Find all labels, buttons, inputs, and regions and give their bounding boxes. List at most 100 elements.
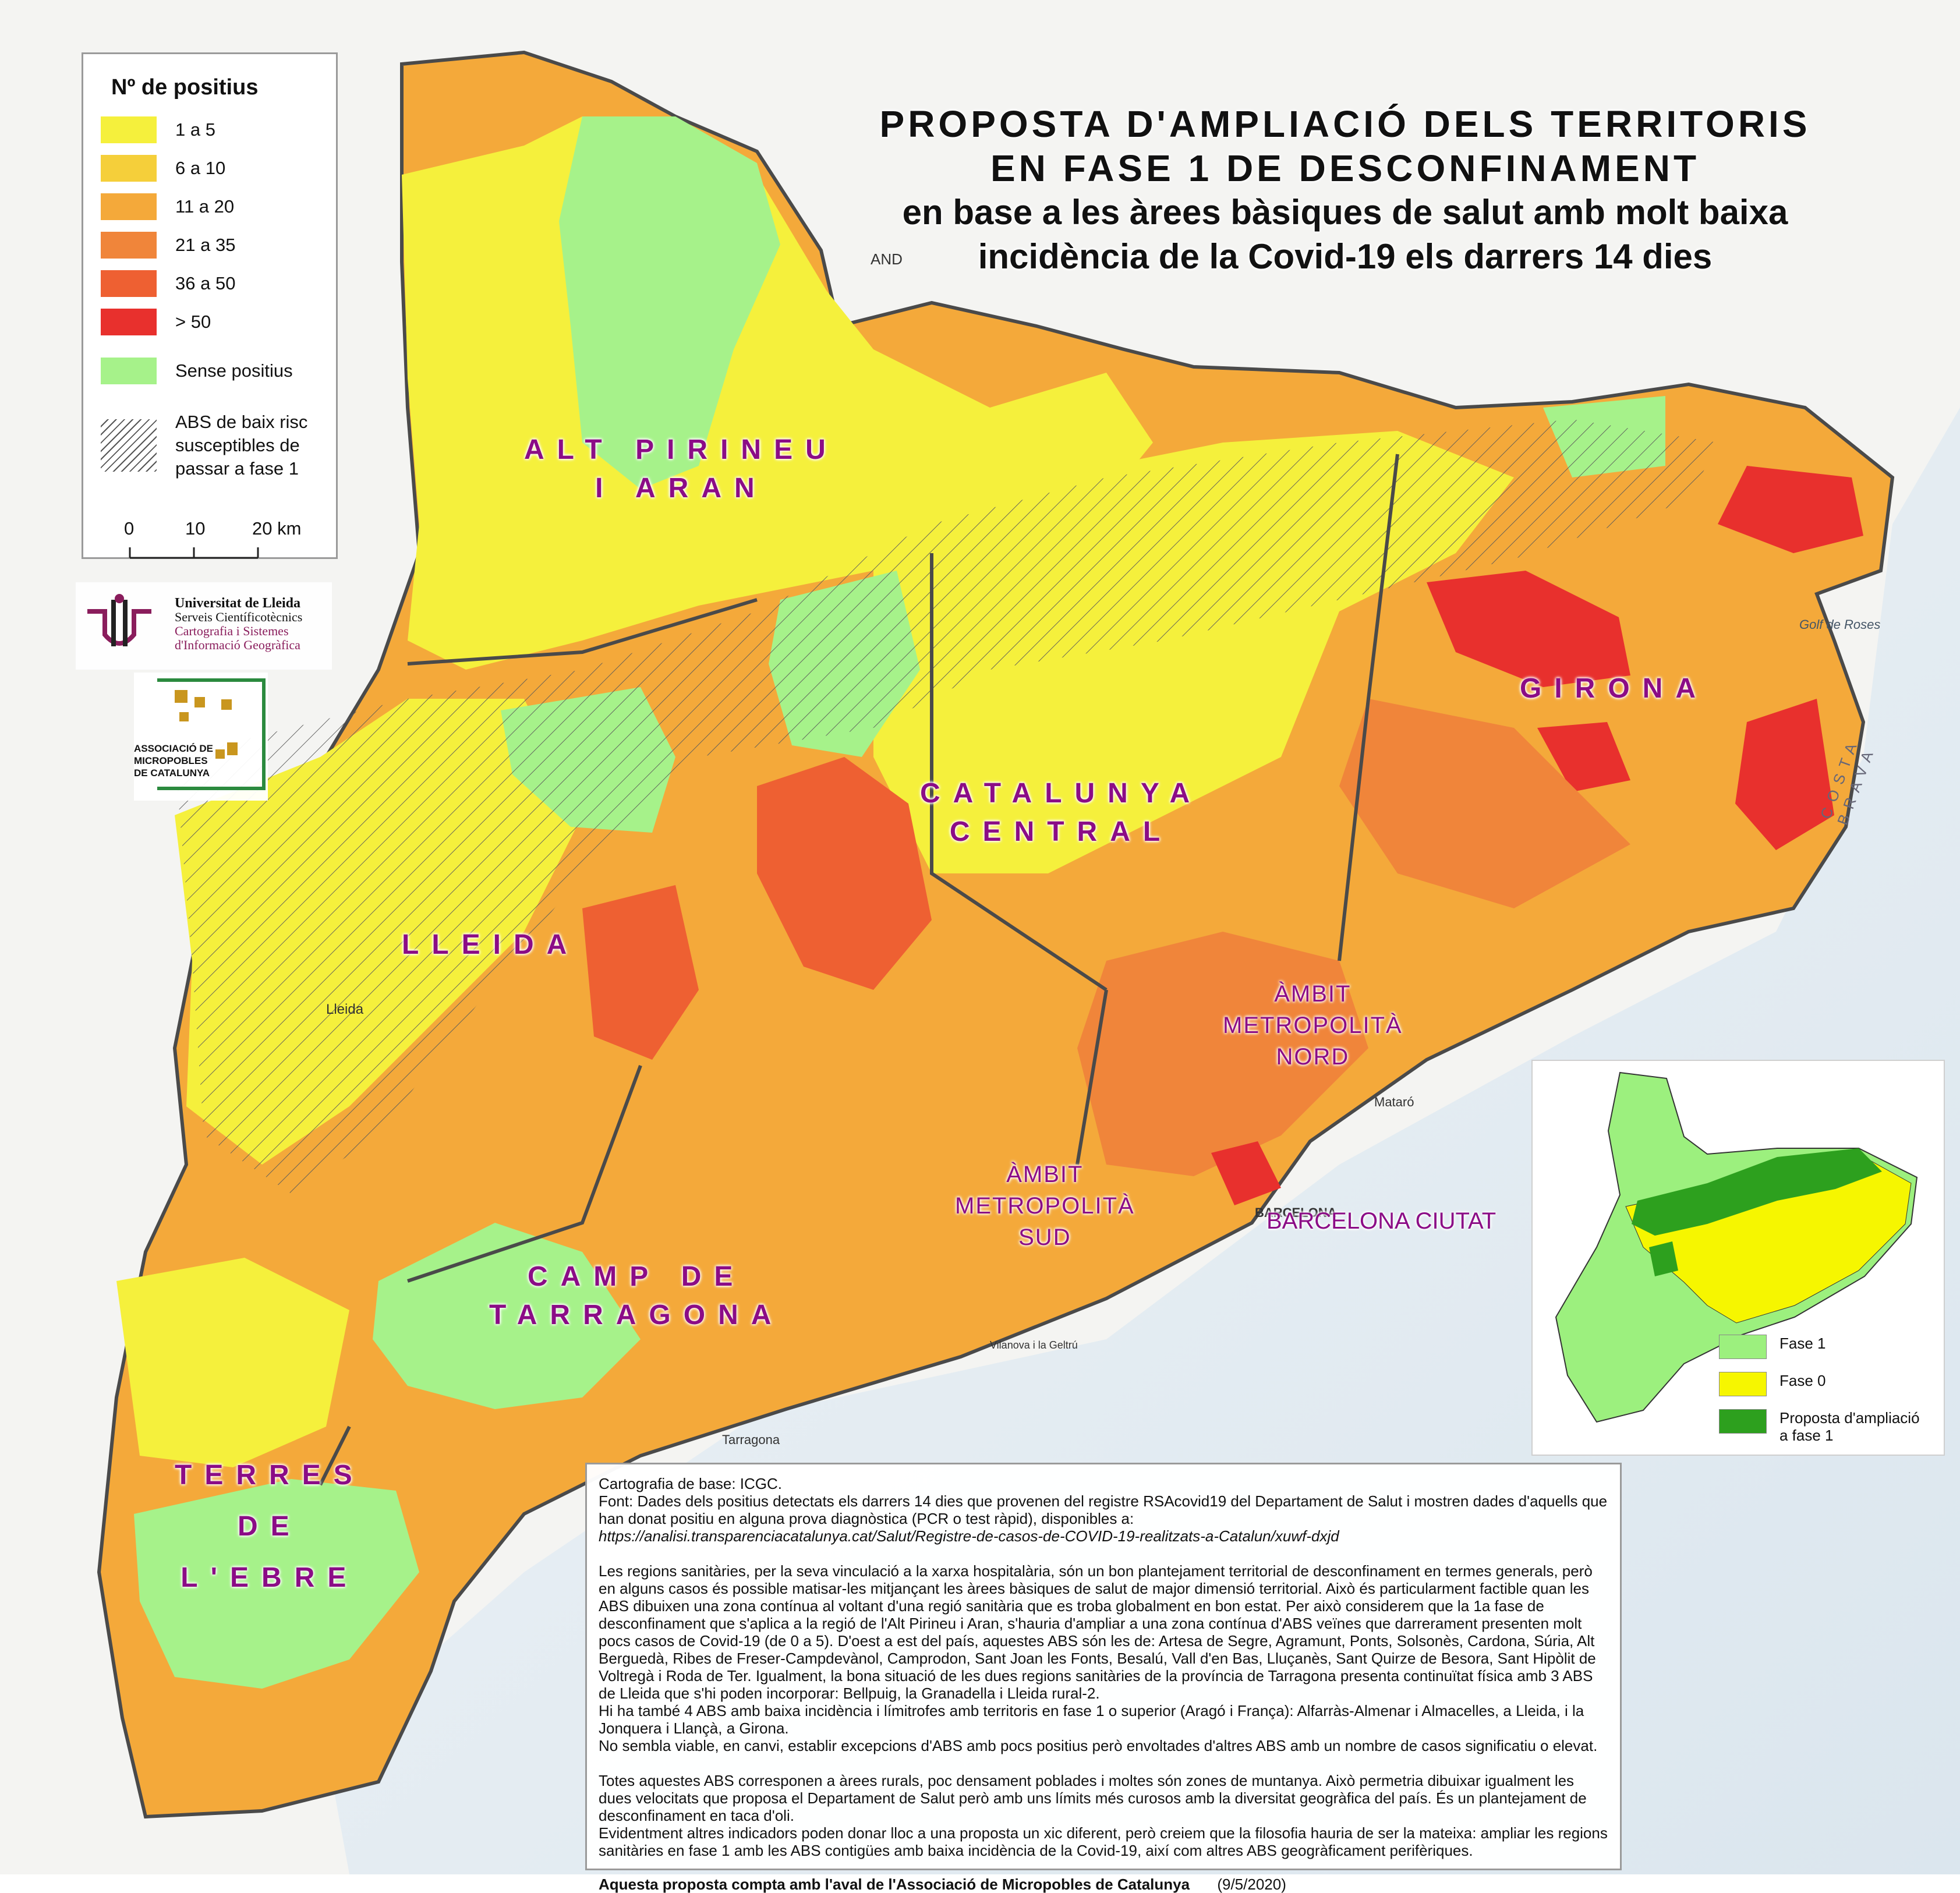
hatch-label: ABS de baix risc susceptibles de passar … (175, 411, 307, 480)
hatch-label-line-3: passar a fase 1 (175, 458, 299, 479)
inset-legend-label: Fase 0 (1779, 1372, 1826, 1389)
university-dept-1: Cartografia i Sistemes (175, 624, 289, 638)
micropobles-logo-frame (157, 678, 266, 790)
scale-bar (129, 547, 259, 559)
inset-phase-map: Fase 1 Fase 0 Proposta d'ampliació a fase … (1531, 1060, 1945, 1456)
region-label-lleida: LLEIDA (402, 929, 580, 960)
micropobles-line-1: ASSOCIACIÓ DE (134, 743, 214, 754)
notes-basemap: Cartografia de base: ICGC. (599, 1475, 783, 1492)
university-logo-block: Universitat de Lleida Serveis Científico… (76, 582, 332, 670)
zone-girona-red-4 (1735, 699, 1834, 850)
micropobles-line-3: DE CATALUNYA (134, 767, 210, 779)
micropobles-line-2: MICROPOBLES (134, 755, 208, 766)
inset-legend-label: Proposta d'ampliació a fase 1 (1779, 1409, 1920, 1444)
region-label-metro-sud: ÀMBIT METROPOLITÀ SUD (955, 1162, 1135, 1250)
zone-girona-red-1 (1427, 571, 1630, 687)
region-label-camp-tarragona: CAMP DE TARRAGONA (489, 1261, 784, 1331)
legend-label: Sense positius (175, 360, 293, 381)
zone-metro (1077, 932, 1368, 1176)
region-label-alt-pirineu: ALT PIRINEU I ARAN (524, 434, 839, 504)
place-golf-roses: Golf de Roses (1799, 617, 1881, 632)
legend-swatch (101, 358, 157, 384)
inset-legend-swatch (1719, 1409, 1767, 1434)
zone-ebre-yellow (116, 1258, 349, 1467)
legend-item: 1 a 5 (101, 111, 319, 149)
inset-legend-swatch (1719, 1372, 1767, 1396)
zone-barcelona-red (1211, 1141, 1281, 1205)
micropobles-logo-houses (175, 690, 238, 759)
legend-heading: Nº de positius (111, 75, 259, 100)
notes-source-url[interactable]: https://analisi.transparenciacatalunya.c… (599, 1527, 1339, 1545)
region-label-terres-ebre: TERRES DE L'EBRE (175, 1460, 365, 1593)
hatch-swatch (101, 419, 157, 472)
zone-green-aran (559, 116, 780, 489)
legend-swatch (101, 309, 157, 335)
legend-label: 21 a 35 (175, 235, 236, 255)
micropobles-text: ASSOCIACIÓ DE MICROPOBLES DE CATALUNYA (134, 742, 221, 779)
university-dept-2: d'Informació Geogràfica (175, 638, 300, 652)
legend-swatch (101, 193, 157, 220)
university-text: Universitat de Lleida Serveis Científico… (175, 596, 302, 652)
notes-gap-2 (599, 1754, 1608, 1772)
place-lleida: Lleida (326, 1002, 364, 1017)
hatched-low-risk-band (175, 419, 1718, 1194)
place-mataro: Mataró (1374, 1095, 1414, 1109)
university-name: Universitat de Lleida (175, 596, 300, 611)
notes-endorsement: Aquesta proposta compta amb l'aval de l'… (599, 1876, 1190, 1893)
legend-label: 6 a 10 (175, 158, 226, 178)
legend-items: 1 a 5 6 a 10 11 a 20 21 a 35 36 a 50 > 50 Sens… (101, 111, 319, 390)
micropobles-logo-block: ASSOCIACIÓ DE MICROPOBLES DE CATALUNYA (134, 673, 268, 801)
inset-map-graphic (1555, 1071, 1918, 1423)
region-label-barcelona: BARCELONA CIUTAT (1266, 1208, 1496, 1234)
scale-labels: 0 10 20 km (101, 518, 319, 542)
zone-ebre-green (134, 1479, 419, 1689)
notes-panel: Cartografia de base: ICGC. Font: Dades d… (585, 1463, 1622, 1893)
legend-item: 36 a 50 (101, 264, 319, 303)
university-service: Serveis Científicotècnics (175, 610, 303, 624)
title-line-2: EN FASE 1 DE DESCONFINAMENT (990, 147, 1700, 189)
legend-swatch (101, 270, 157, 297)
legend-label: 36 a 50 (175, 273, 236, 293)
region-borders (319, 454, 1399, 1486)
scale-0: 0 (124, 518, 135, 539)
notes-paragraph-excepcions: No sembla viable, en canvi, establir exc… (599, 1737, 1598, 1754)
legend-item: 21 a 35 (101, 226, 319, 264)
region-label-catalunya-central: CATALUNYA CENTRAL (920, 778, 1203, 847)
inset-legend-item: Fase 0 (1719, 1372, 1931, 1396)
place-barcelona: BARCELONA (1255, 1205, 1337, 1220)
legend-item: > 50 (101, 303, 319, 341)
inset-legend-item: Proposta d'ampliació a fase 1 (1719, 1409, 1931, 1444)
zone-girona-red-3 (1718, 466, 1863, 553)
legend-item: 6 a 10 (101, 149, 319, 187)
title-line-1: PROPOSTA D'AMPLIACIÓ DELS TERRITORIS (879, 103, 1811, 145)
inset-legend: Fase 1 Fase 0 Proposta d'ampliació a fase … (1719, 1335, 1931, 1457)
university-logo (87, 594, 151, 646)
inset-legend-label: Fase 1 (1779, 1335, 1826, 1352)
notes-date: (9/5/2020) (1217, 1876, 1286, 1893)
notes-paragraph-regions: Les regions sanitàries, per la seva vinc… (599, 1562, 1596, 1702)
legend-swatch (101, 232, 157, 259)
legend-swatch (101, 155, 157, 182)
map-title: PROPOSTA D'AMPLIACIÓ DELS TERRITORIS EN … (850, 102, 1840, 279)
zone-girona-orange (1339, 699, 1630, 908)
notes-paragraph-rural: Totes aquestes ABS corresponen a àrees r… (599, 1772, 1587, 1824)
scale-20: 20 km (252, 518, 302, 539)
notes-footer: Aquesta proposta compta amb l'aval de l'… (599, 1876, 1608, 1893)
region-label-metro-nord: ÀMBIT METROPOLITÀ NORD (1223, 981, 1403, 1070)
legend: Nº de positius 1 a 5 6 a 10 11 a 20 21 a 35… (82, 52, 338, 559)
title-line-4: incidència de la Covid-19 els darrers 14… (978, 237, 1713, 276)
legend-item: 11 a 20 (101, 187, 319, 226)
hatch-label-line-1: ABS de baix risc (175, 412, 308, 432)
notes-paragraph-limitrofes: Hi ha també 4 ABS amb baixa incidència i… (599, 1702, 1584, 1737)
notes-gap-1 (599, 1545, 1608, 1562)
scale-10: 10 (185, 518, 206, 539)
legend-item: Sense positius (101, 352, 319, 390)
region-label-girona: GIRONA (1520, 673, 1708, 704)
notes-source: Font: Dades dels positius detectats els … (599, 1492, 1608, 1527)
title-line-3: en base a les àrees bàsiques de salut am… (902, 193, 1788, 232)
legend-hatch-item: ABS de baix risc susceptibles de passar … (101, 396, 319, 495)
zone-lleida-orange (582, 885, 699, 1060)
inset-legend-item: Fase 1 (1719, 1335, 1931, 1359)
place-andorra: AND (871, 250, 903, 268)
legend-swatch (101, 116, 157, 143)
